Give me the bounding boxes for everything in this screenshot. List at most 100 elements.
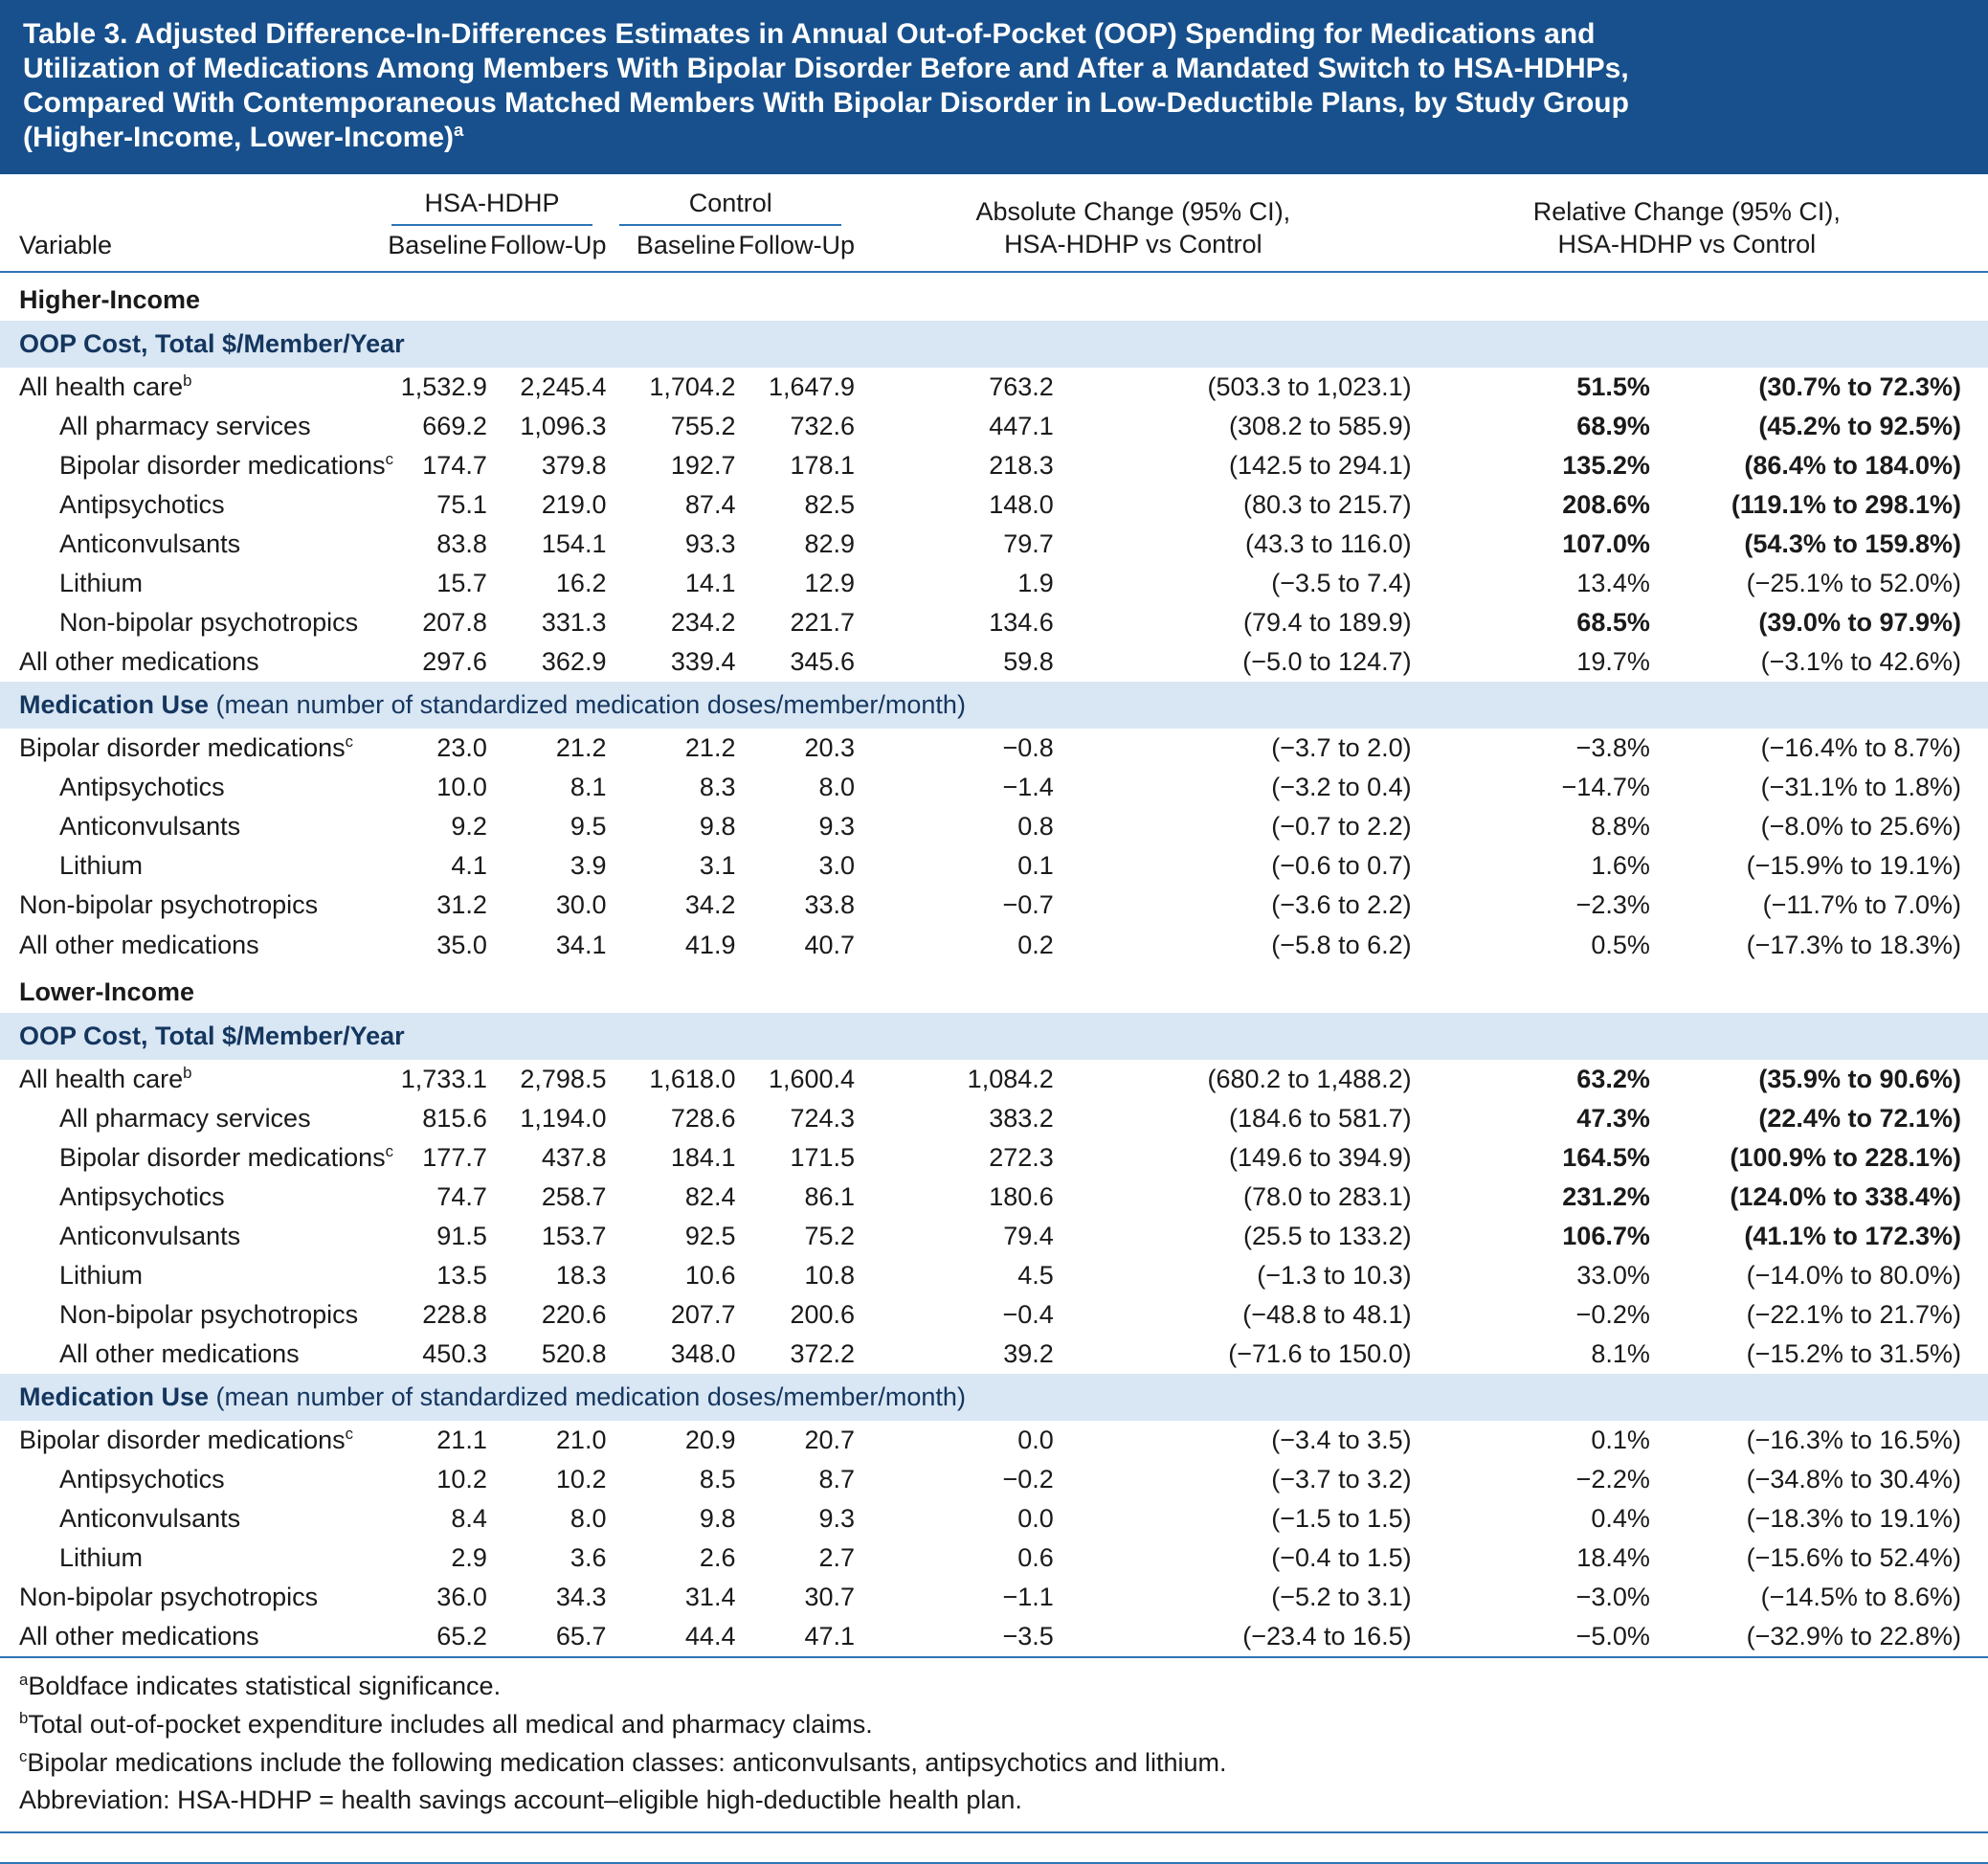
variable-label: Lithium (59, 569, 144, 598)
col-group-relative-change: Relative Change (95% CI), HSA-HDHP vs Co… (1411, 174, 1988, 273)
value-cell: 34.3 (555, 1583, 607, 1612)
title-line: Compared With Contemporaneous Matched Me… (23, 87, 1629, 119)
section-heading-row: Lower-Income (0, 965, 1988, 1013)
value-cell: 192.7 (670, 450, 736, 480)
value-cell: −2.2% (1575, 1465, 1650, 1494)
variable-cell: Bipolar disorder medicationsc (0, 729, 378, 768)
title-footnote-marker: a (454, 120, 464, 140)
value-cell: 9.2 (451, 812, 487, 842)
value-cell: (−3.4 to 3.5) (1271, 1426, 1412, 1455)
value-cell: 383.2 (989, 1103, 1054, 1133)
value-cell: 1,096.3 (520, 411, 607, 440)
variable-label: Anticonvulsants (59, 1504, 241, 1534)
title-line-text: (Higher-Income, Lower-Income) (23, 122, 455, 153)
value-cell: (−32.9% to 22.8%) (1746, 1622, 1961, 1651)
value-cell: 8.0 (570, 1504, 607, 1534)
table-row: All other medications 65.2 65.7 44.4 47.1 −3.… (0, 1617, 1988, 1657)
value-cell: (−3.1% to 42.6%) (1760, 647, 1961, 677)
value-cell: 8.1% (1591, 1339, 1650, 1368)
value-cell: (86.4% to 184.0%) (1744, 450, 1961, 480)
subsection-band-row: OOP Cost, Total $/Member/Year (0, 320, 1988, 368)
relative-change-label-line1: Relative Change (95% CI), (1532, 197, 1841, 227)
value-cell: 1.9 (1017, 569, 1054, 598)
value-cell: −1.4 (1002, 773, 1054, 802)
value-cell: 18.3 (555, 1260, 607, 1290)
value-cell: 21.2 (684, 733, 736, 763)
value-cell: 68.9% (1576, 411, 1650, 440)
title-line: Utilization of Medications Among Members… (23, 53, 1629, 84)
value-cell: 177.7 (422, 1142, 487, 1172)
variable-label: Lithium (59, 1260, 144, 1290)
value-cell: (−14.5% to 8.6%) (1760, 1583, 1961, 1612)
value-cell: 21.1 (436, 1426, 487, 1455)
value-cell: (−16.3% to 16.5%) (1746, 1426, 1961, 1455)
col-group-hsa-hdhp-label: HSA-HDHP (391, 188, 593, 227)
value-cell: 815.6 (422, 1103, 487, 1133)
value-cell: −0.7 (1002, 890, 1054, 920)
value-cell: (−0.7 to 2.2) (1271, 812, 1412, 842)
section-heading-row: Higher-Income (0, 272, 1988, 321)
value-cell: 297.6 (422, 647, 487, 677)
value-cell: 0.8 (1017, 812, 1054, 842)
value-cell: 13.5 (436, 1260, 487, 1290)
value-cell: 0.5% (1591, 930, 1650, 959)
variable-cell: Anticonvulsants (0, 525, 378, 564)
value-cell: 0.0 (1017, 1504, 1054, 1534)
absolute-change-label-line1: Absolute Change (95% CI), (975, 197, 1291, 227)
variable-label: Non-bipolar psychotropics (59, 608, 359, 638)
table-row: Non-bipolar psychotropics 31.2 30.0 34.2 33.… (0, 886, 1988, 925)
value-cell: 39.2 (1003, 1339, 1054, 1368)
value-cell: 437.8 (541, 1142, 607, 1172)
value-cell: 20.7 (804, 1426, 856, 1455)
table-row: Lithium 2.9 3.6 2.6 2.7 0.6 (−0.4 to 1.5) 18.4%… (0, 1538, 1988, 1578)
table-row: Anticonvulsants 9.2 9.5 9.8 9.3 0.8 (−0.7 to 2… (0, 807, 1988, 846)
value-cell: 106.7% (1562, 1221, 1650, 1250)
table-title-bar: Table 3. Adjusted Difference-In-Differen… (0, 0, 1988, 174)
value-cell: 221.7 (790, 608, 856, 638)
value-cell: 372.2 (790, 1339, 856, 1368)
table-row: Bipolar disorder medicationsc 177.7 437.8 1… (0, 1138, 1988, 1178)
value-cell: 20.9 (684, 1426, 736, 1455)
value-cell: −5.0% (1575, 1622, 1650, 1651)
value-cell: 1,532.9 (400, 371, 487, 401)
table-row: All other medications 450.3 520.8 348.0 372.… (0, 1335, 1988, 1374)
table-row: Anticonvulsants 8.4 8.0 9.8 9.3 0.0 (−1.5 to 1… (0, 1499, 1988, 1538)
table-row: All pharmacy services 815.6 1,194.0 728.6 72… (0, 1099, 1988, 1138)
value-cell: 763.2 (989, 371, 1054, 401)
value-cell: 1,647.9 (768, 371, 856, 401)
value-cell: 2,245.4 (520, 371, 607, 401)
value-cell: (−8.0% to 25.6%) (1760, 812, 1961, 842)
variable-cell: All other medications (0, 642, 378, 682)
value-cell: (142.5 to 294.1) (1228, 450, 1412, 480)
variable-footnote-marker: c (345, 732, 354, 752)
value-cell: 8.4 (451, 1504, 487, 1534)
value-cell: 83.8 (436, 529, 487, 559)
table-row: Non-bipolar psychotropics 36.0 34.3 31.4 30.… (0, 1578, 1988, 1617)
value-cell: (680.2 to 1,488.2) (1207, 1064, 1412, 1093)
footnote-marker: c (19, 1746, 28, 1765)
value-cell: 148.0 (989, 490, 1054, 520)
value-cell: 34.1 (555, 930, 607, 959)
value-cell: 41.9 (684, 930, 736, 959)
value-cell: (−3.7 to 3.2) (1271, 1465, 1412, 1494)
value-cell: (−17.3% to 18.3%) (1746, 930, 1961, 959)
value-cell: 20.3 (804, 733, 856, 763)
table-row: Antipsychotics 10.0 8.1 8.3 8.0 −1.4 (−3.2 to … (0, 768, 1988, 807)
value-cell: (−31.1% to 1.8%) (1760, 773, 1961, 802)
value-cell: (−23.4 to 16.5) (1242, 1622, 1412, 1651)
table-body: Higher-Income OOP Cost, Total $/Member/Ye… (0, 272, 1988, 1658)
value-cell: 92.5 (684, 1221, 736, 1250)
value-cell: 1,704.2 (649, 371, 736, 401)
value-cell: 379.8 (541, 450, 607, 480)
col-group-control: Control (606, 174, 855, 227)
subsection-label-bold: Medication Use (19, 1382, 216, 1412)
variable-label: All health care (19, 1064, 184, 1093)
value-cell: (−48.8 to 48.1) (1242, 1299, 1412, 1329)
value-cell: 164.5% (1562, 1142, 1650, 1172)
variable-cell: Anticonvulsants (0, 1217, 378, 1256)
value-cell: 10.8 (804, 1260, 856, 1290)
variable-label: Anticonvulsants (59, 812, 241, 842)
value-cell: 1,600.4 (768, 1064, 856, 1093)
variable-cell: Lithium (0, 1256, 378, 1295)
